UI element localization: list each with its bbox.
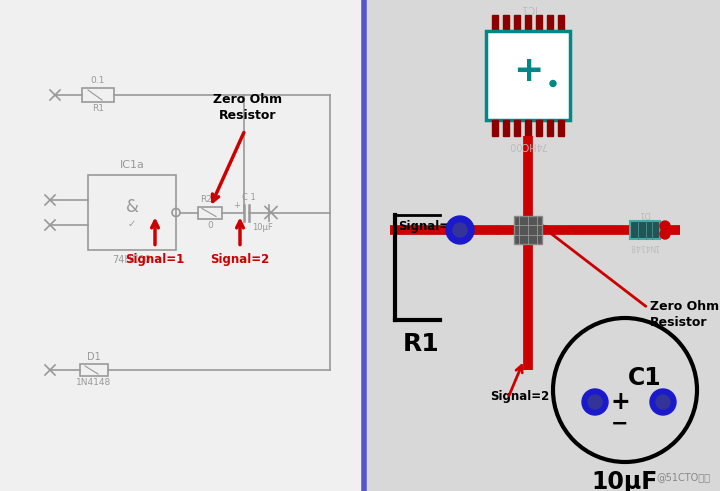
Text: +: + <box>233 201 240 210</box>
Text: &: & <box>125 198 138 217</box>
Text: Signal=2: Signal=2 <box>490 390 549 403</box>
Text: D1: D1 <box>638 209 650 218</box>
Text: @51CTO博客: @51CTO博客 <box>656 472 710 482</box>
Text: 10μF: 10μF <box>252 222 273 231</box>
Bar <box>525 120 531 136</box>
Text: 1N4148: 1N4148 <box>76 378 112 387</box>
Bar <box>630 221 660 239</box>
Bar <box>525 15 531 31</box>
Bar <box>558 120 564 136</box>
Text: 74HC00: 74HC00 <box>112 255 151 265</box>
Text: IC1: IC1 <box>520 3 536 13</box>
Circle shape <box>446 216 474 244</box>
Text: R1: R1 <box>403 332 440 356</box>
Bar <box>536 120 542 136</box>
Text: Zero Ohm
Resistor: Zero Ohm Resistor <box>213 93 282 122</box>
Text: ✓: ✓ <box>128 219 136 229</box>
Bar <box>492 120 498 136</box>
Text: Zero Ohm
Resistor: Zero Ohm Resistor <box>650 300 719 329</box>
Circle shape <box>660 229 670 239</box>
Text: −: − <box>611 414 629 434</box>
Bar <box>492 15 498 31</box>
Text: Signal=2: Signal=2 <box>210 252 269 266</box>
Bar <box>82 88 114 102</box>
Text: +: + <box>513 54 543 87</box>
Bar <box>547 120 553 136</box>
Text: Signal=1: Signal=1 <box>125 252 184 266</box>
Text: +: + <box>610 390 630 414</box>
Circle shape <box>660 221 670 231</box>
Bar <box>514 15 520 31</box>
Bar <box>80 364 108 376</box>
Circle shape <box>453 223 467 237</box>
Text: 0.1: 0.1 <box>91 76 105 85</box>
Circle shape <box>650 389 676 415</box>
Text: C1: C1 <box>628 366 662 390</box>
Bar <box>503 120 509 136</box>
Text: D1: D1 <box>87 352 101 362</box>
Text: R2: R2 <box>200 194 212 203</box>
Bar <box>367 0 720 491</box>
Bar <box>514 216 542 244</box>
Circle shape <box>588 395 602 409</box>
Bar <box>547 15 553 31</box>
Bar <box>514 120 520 136</box>
Text: C 1: C 1 <box>242 192 256 201</box>
Bar <box>198 207 222 218</box>
Circle shape <box>656 395 670 409</box>
Circle shape <box>550 81 556 86</box>
Bar <box>486 31 570 120</box>
Text: 0: 0 <box>207 220 213 229</box>
Text: Signal=1: Signal=1 <box>398 220 457 233</box>
Bar <box>0 0 362 491</box>
Bar <box>503 15 509 31</box>
Bar <box>88 175 176 250</box>
Text: 1N4148: 1N4148 <box>629 242 659 251</box>
Bar <box>536 15 542 31</box>
Circle shape <box>582 389 608 415</box>
Text: R1: R1 <box>92 104 104 113</box>
Text: 74HC00: 74HC00 <box>508 140 547 150</box>
Text: IC1a: IC1a <box>120 160 145 170</box>
Bar <box>558 15 564 31</box>
Text: 10μF: 10μF <box>592 470 658 491</box>
